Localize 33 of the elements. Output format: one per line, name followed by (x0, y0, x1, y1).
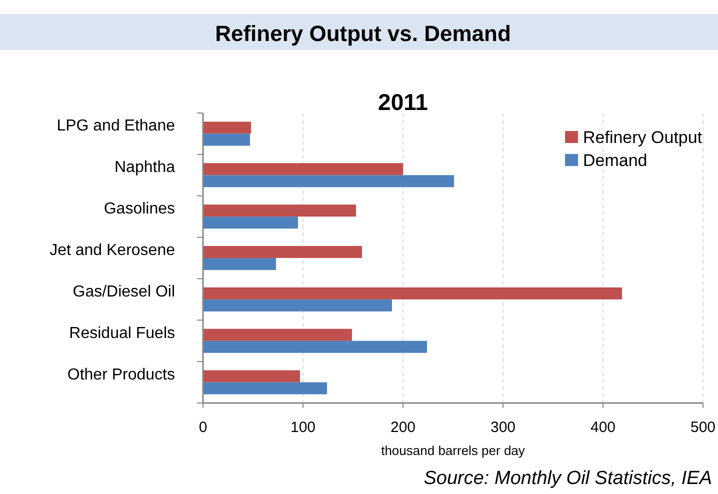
bar (203, 163, 403, 176)
chart-subtitle: 2011 (378, 89, 428, 115)
chart-title: Refinery Output vs. Demand (215, 21, 511, 46)
bar (203, 340, 427, 353)
bar (203, 204, 356, 217)
bar (203, 246, 362, 258)
y-tick-label: Residual Fuels (69, 324, 175, 342)
x-tick-label: 500 (690, 419, 716, 436)
y-tick-label: Other Products (67, 366, 175, 384)
x-tick-label: 200 (390, 419, 416, 436)
x-tick-label: 400 (590, 419, 616, 436)
x-tick-label: 300 (490, 419, 516, 436)
bar (203, 382, 327, 394)
x-axis-title: thousand barrels per day (381, 443, 526, 458)
bar (203, 122, 251, 134)
source-note: Source: Monthly Oil Statistics, IEA (424, 468, 712, 489)
y-tick-label: Gasolines (104, 200, 175, 218)
bar (203, 370, 300, 382)
bar (203, 216, 298, 229)
x-tick-label: 100 (290, 419, 316, 436)
bar (203, 287, 622, 300)
y-tick-label: LPG and Ethane (56, 118, 176, 135)
legend-label: Demand (583, 151, 648, 170)
bar (203, 175, 454, 188)
bar (203, 258, 276, 270)
legend-label: Refinery Output (583, 128, 702, 147)
bar (203, 299, 392, 312)
bar (203, 134, 250, 146)
x-tick-label: 0 (198, 419, 208, 436)
y-tick-label: Jet and Kerosene (50, 242, 176, 259)
y-tick-label: Naphtha (114, 159, 176, 176)
y-tick-label: Gas/Diesel Oil (72, 283, 175, 300)
bar (203, 328, 352, 341)
